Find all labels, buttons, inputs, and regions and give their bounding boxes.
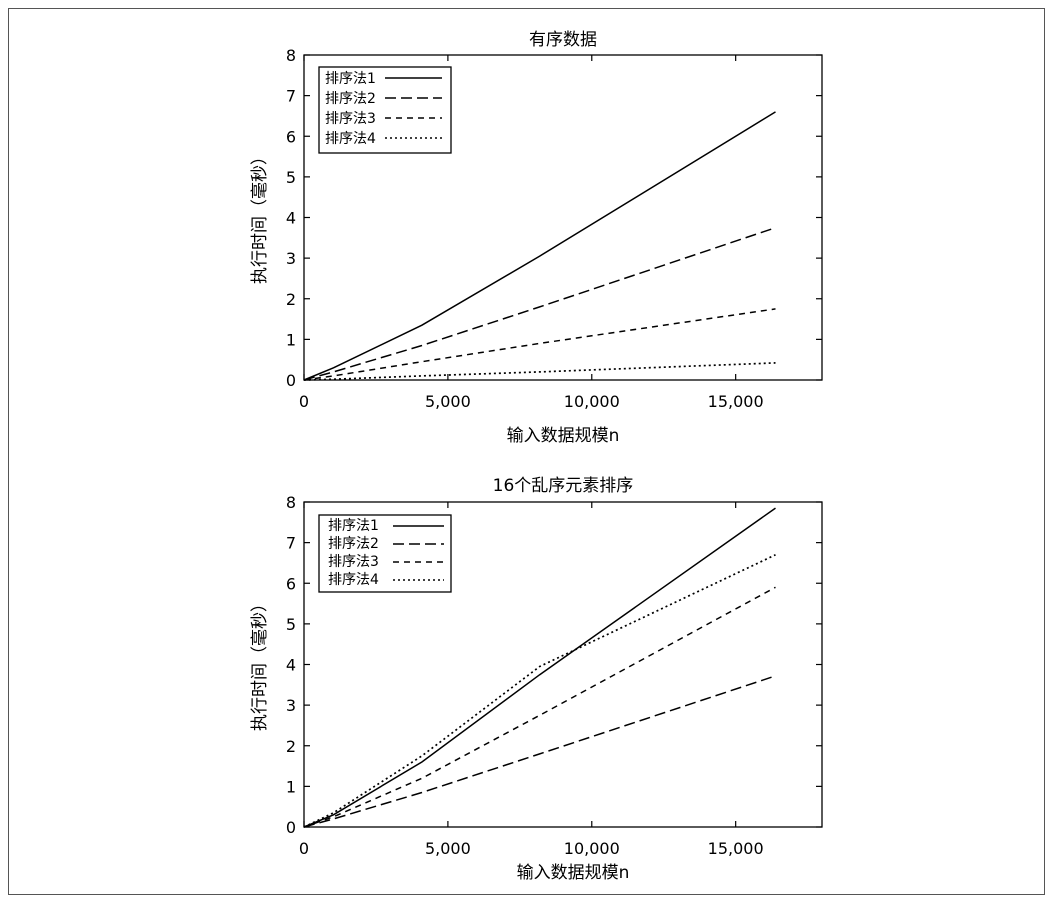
y-tick-label: 0: [286, 818, 296, 837]
legend: 排序法1 排序法2 排序法3 排序法4: [318, 514, 452, 593]
series-line-2: [303, 675, 776, 828]
legend-label: 排序法2: [325, 91, 376, 107]
legend-label: 排序法1: [328, 518, 379, 534]
chart-title: 16个乱序元素排序: [493, 476, 634, 496]
legend-label: 排序法3: [325, 111, 376, 127]
legend: 排序法1 排序法2 排序法3 排序法4: [318, 66, 452, 154]
legend-label: 排序法4: [328, 572, 379, 588]
y-tick-label: 7: [286, 534, 296, 553]
series-line-4: [303, 554, 776, 828]
y-tick-label: 8: [286, 46, 296, 65]
axis-ticks: 0 1 2 3 4 5 6 7 8 0 5,000 10,000 15,000: [286, 46, 822, 411]
axis-ticks: 0 1 2 3 4 5 6 7 8 0 5,000 10,000 15,000: [286, 493, 822, 858]
series-line-4: [303, 362, 776, 381]
series-line-1: [303, 111, 776, 381]
y-axis-label: 执行时间（毫秒）: [250, 595, 270, 731]
legend-label: 排序法2: [328, 536, 379, 552]
series-line-1: [303, 507, 776, 828]
y-tick-label: 5: [286, 615, 296, 634]
chart-ordered: 有序数据 执行时间（毫秒） 输入数据规模n 0 1 2 3 4 5 6 7 8 0 5,000 10,…: [250, 30, 823, 446]
x-axis-label: 输入数据规模n: [507, 426, 620, 446]
y-tick-label: 8: [286, 493, 296, 512]
series-layer: [303, 507, 776, 828]
y-axis-label: 执行时间（毫秒）: [250, 148, 270, 284]
chart-title: 有序数据: [529, 30, 597, 50]
y-tick-label: 5: [286, 168, 296, 187]
y-tick-label: 4: [286, 209, 296, 228]
y-tick-label: 6: [286, 127, 296, 146]
legend-box: [318, 514, 452, 593]
y-tick-label: 1: [286, 330, 296, 349]
x-tick-label: 15,000: [708, 839, 764, 858]
y-tick-label: 3: [286, 696, 296, 715]
x-tick-label: 0: [299, 392, 309, 411]
y-tick-label: 3: [286, 249, 296, 268]
x-axis-label: 输入数据规模n: [517, 863, 630, 883]
x-tick-label: 0: [299, 839, 309, 858]
legend-label: 排序法1: [325, 71, 376, 87]
y-tick-label: 7: [286, 87, 296, 106]
x-tick-label: 10,000: [564, 839, 620, 858]
x-tick-label: 15,000: [708, 392, 764, 411]
y-tick-label: 4: [286, 656, 296, 675]
x-tick-label: 5,000: [425, 392, 471, 411]
y-tick-label: 1: [286, 777, 296, 796]
y-tick-label: 6: [286, 574, 296, 593]
figure-frame: [8, 8, 1045, 895]
legend-label: 排序法3: [328, 554, 379, 570]
x-tick-label: 5,000: [425, 839, 471, 858]
series-line-3: [303, 308, 776, 381]
x-tick-label: 10,000: [564, 392, 620, 411]
series-line-2: [303, 226, 776, 381]
y-tick-label: 0: [286, 371, 296, 390]
y-tick-label: 2: [286, 737, 296, 756]
series-layer: [303, 111, 776, 381]
y-tick-label: 2: [286, 290, 296, 309]
chart-random16: 16个乱序元素排序 执行时间（毫秒） 输入数据规模n 0 1 2 3 4 5 6 7 8 0 5,0…: [250, 476, 823, 883]
legend-label: 排序法4: [325, 131, 376, 147]
